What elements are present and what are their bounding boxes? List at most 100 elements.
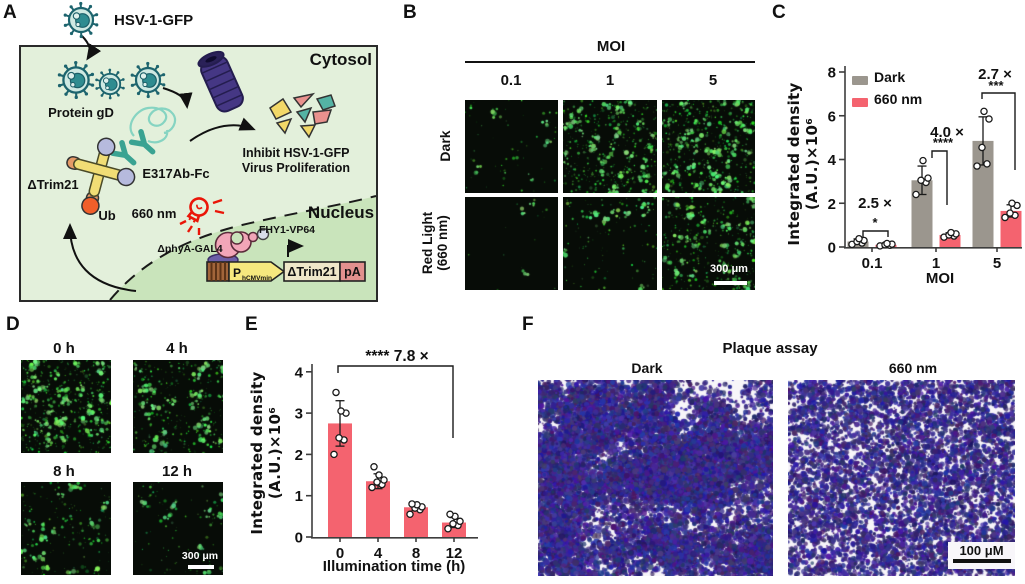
row-label-dark: Dark [437, 130, 453, 162]
legend-swatch-660nm [852, 98, 868, 107]
data-point [375, 471, 383, 479]
bar-series-0 [847, 107, 994, 249]
legend-swatch-dark [852, 76, 868, 85]
x-tick-label: 12 [446, 545, 463, 562]
time-label-4h: 4 h [166, 340, 188, 357]
data-point [456, 517, 464, 526]
panel-c-x-axis-title: MOI [925, 270, 955, 287]
polya-box [339, 261, 366, 282]
panel-b-scalebar [714, 281, 747, 285]
panel-f-scalebar-line [952, 559, 1011, 563]
micrograph-b-red-moi5 [662, 197, 755, 290]
virus-icon [130, 61, 166, 99]
fhy1-vp64-icon [256, 227, 270, 241]
bar-series-1 [875, 199, 1022, 250]
arrow-construct-to-trim21 [63, 223, 137, 292]
y-tick-label: 8 [828, 65, 836, 82]
data-point [330, 450, 338, 459]
micrograph-b-dark-moi1 [563, 100, 657, 193]
moi-group-title: MOI [596, 38, 626, 55]
row-label-red-light-1: Red Light [420, 211, 435, 275]
micrograph-b-red-moi0.1 [465, 197, 558, 290]
polya-label: pA [344, 265, 361, 279]
panel-c-label: C [772, 2, 786, 23]
data-point [406, 510, 414, 519]
y-tick-label: 6 [828, 108, 836, 125]
time-label-12h: 12 h [161, 463, 193, 480]
data-point [370, 463, 378, 471]
micrograph-d-8h [21, 482, 111, 575]
significance-bracket [931, 150, 948, 205]
promoter-subscript: hCMVmin [242, 275, 272, 282]
y-tick-label: 4 [828, 152, 837, 169]
row-label-red-light-2: (660 nm) [435, 215, 450, 271]
panel-b-label: B [403, 2, 417, 23]
micrograph-b-red-moi1 [563, 197, 657, 290]
data-point [983, 160, 991, 168]
panel-a-label: A [3, 2, 17, 23]
significance-stars: *** [988, 78, 1004, 93]
protein-gd-label: Protein gD [48, 105, 114, 120]
bar-series-0 [328, 388, 466, 537]
fold-change-label: 2.5 × [858, 195, 892, 212]
data-point [1001, 213, 1009, 222]
moi-col-5: 5 [708, 72, 718, 89]
legend-label-660nm: 660 nm [874, 91, 923, 107]
x-tick-label: 1 [932, 255, 940, 272]
x-tick-label: 8 [412, 545, 420, 562]
x-tick-label: 5 [993, 255, 1001, 272]
data-point [883, 239, 891, 248]
fhy1-label: FHY1-VP64 [259, 224, 315, 236]
micrograph-d-0h [21, 360, 111, 453]
fold-change-label: 2.7 × [978, 66, 1012, 83]
x-tick-label: 0 [336, 545, 344, 562]
transcription-start-arrow [287, 239, 304, 257]
data-point [335, 434, 343, 442]
plaque-col-dark: Dark [631, 360, 663, 376]
legend-label-dark: Dark [874, 69, 906, 85]
y-tick-label: 3 [295, 406, 303, 423]
ub-label: Ub [98, 208, 115, 223]
promoter-arrow-box [228, 261, 286, 282]
data-point [980, 107, 988, 116]
data-point [985, 115, 993, 123]
data-point [978, 143, 986, 152]
significance-bracket [981, 92, 1016, 170]
data-point [917, 176, 925, 185]
data-point [446, 510, 454, 519]
virus-icon [57, 60, 95, 100]
cytosol-label: Cytosol [310, 50, 372, 69]
stars-fold-label: **** 7.8 × [365, 348, 428, 365]
virus-icon [95, 68, 125, 100]
protein-gd-squiggle [129, 106, 177, 144]
x-tick-label: 0.1 [862, 255, 883, 272]
significance-stars: * [872, 215, 878, 230]
time-label-0h: 0 h [53, 340, 75, 357]
significance-annotations: 2.5 × * 4.0 ×**** 2.7 ×*** [858, 66, 1016, 237]
inhibit-line1: Inhibit HSV-1-GFP [243, 146, 350, 160]
data-point [444, 524, 452, 533]
arrow-virus-to-gd [162, 87, 193, 109]
significance-bracket [862, 230, 889, 237]
x-tick-label: 4 [374, 545, 383, 562]
fold-change-label: 4.0 × [930, 124, 964, 141]
panel-e-x-axis-title: Illumination time (h) [322, 558, 466, 575]
data-point [1006, 209, 1014, 217]
trim21-label: ΔTrim21 [27, 177, 78, 192]
panel-f-label: F [522, 314, 534, 335]
y-tick-label: 2 [828, 196, 836, 213]
degraded-protein-shards [269, 92, 336, 139]
panel-d-label: D [6, 314, 20, 335]
data-point [924, 174, 932, 182]
data-point [337, 407, 345, 415]
y-tick-label: 0 [828, 240, 836, 257]
data-point [332, 388, 340, 397]
data-point [408, 500, 416, 508]
significance-bracket [337, 365, 454, 438]
panel-f-scalebar-text: 100 μM [959, 543, 1004, 558]
panel-b-scalebar-text: 300 μm [710, 263, 748, 275]
trim21-icon [66, 137, 136, 215]
antibody-label: E317Ab-Fc [142, 166, 209, 181]
micrograph-d-4h [133, 360, 223, 453]
phya-label: ΔphyA-GAL4 [157, 243, 222, 255]
